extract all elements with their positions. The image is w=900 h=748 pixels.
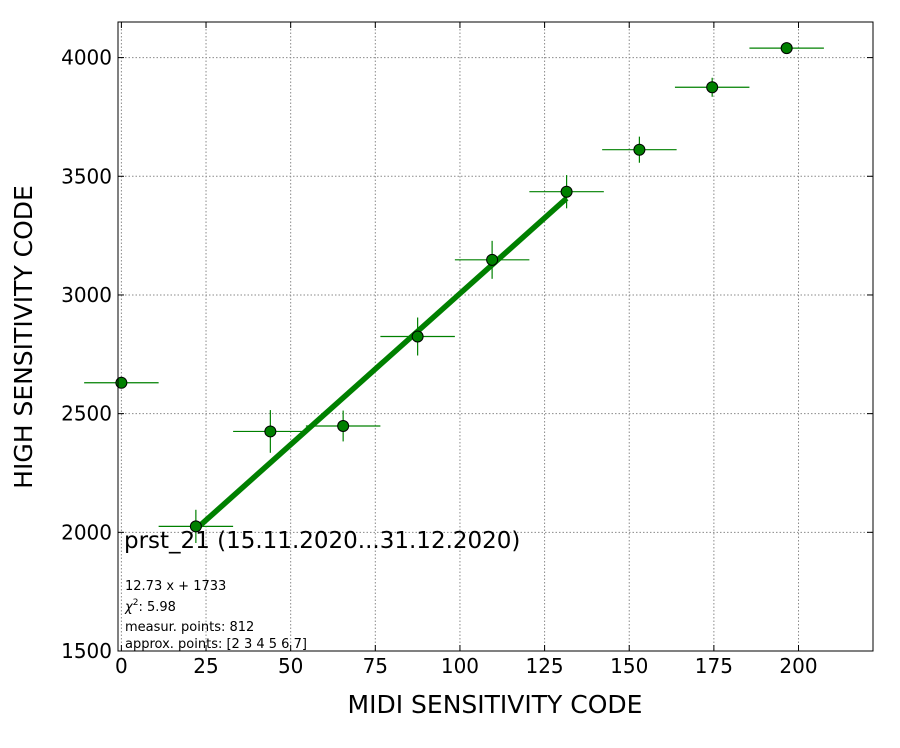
point-marker (780, 42, 793, 55)
x-tick-label: 175 (695, 654, 733, 678)
fit-line (194, 196, 569, 532)
y-tick-label: 2500 (61, 402, 112, 426)
y-tick-label: 1500 (61, 639, 112, 663)
annotation-title: prst_21 (15.11.2020...31.12.2020) (124, 528, 520, 554)
x-tick-label: 50 (278, 654, 303, 678)
grid (118, 22, 873, 651)
x-tick-label: 125 (525, 654, 563, 678)
data-point (305, 410, 381, 442)
ticks: 0 25 50 75 100 125 150 175 200 1500 2000 2500 3000 35… (61, 22, 873, 678)
data-point (380, 317, 455, 356)
y-tick-label: 3000 (61, 283, 112, 307)
points-layer (84, 42, 824, 544)
x-tick-label: 0 (115, 654, 128, 678)
y-tick-label: 4000 (61, 46, 112, 70)
data-point (454, 240, 530, 279)
point-marker (706, 81, 719, 94)
plot-frame (117, 21, 874, 652)
data-point (602, 136, 677, 163)
chi2-power: 2 (133, 598, 139, 608)
annotation-approx-points: approx. points: [2 3 4 5 6 7] (125, 637, 307, 652)
x-tick-label: 75 (363, 654, 388, 678)
point-marker (189, 520, 202, 533)
y-tick-label: 2000 (61, 520, 112, 544)
annotation: prst_21 (15.11.2020...31.12.2020) 12.73 … (124, 528, 520, 652)
data-point (84, 376, 159, 389)
x-axis-label: MIDI SENSITIVITY CODE (348, 690, 643, 719)
chi2-symbol: χ (124, 600, 134, 615)
point-marker (633, 143, 646, 156)
annotation-measur-points: measur. points: 812 (125, 620, 254, 635)
x-tick-label: 100 (441, 654, 479, 678)
y-axis-label: HIGH SENSITIVITY CODE (9, 185, 38, 489)
data-point (233, 410, 308, 453)
annotation-equation: 12.73 x + 1733 (125, 579, 226, 594)
data-point (529, 175, 604, 209)
data-point (158, 509, 234, 544)
fit-layer (194, 196, 569, 532)
x-tick-label: 150 (610, 654, 648, 678)
y-tick-label: 3500 (61, 164, 112, 188)
x-tick-label: 200 (779, 654, 817, 678)
x-tick-label: 25 (193, 654, 218, 678)
point-marker (115, 376, 128, 389)
chi2-value: : 5.98 (138, 600, 175, 615)
annotation-chi2: χ2: 5.98 (124, 598, 176, 615)
point-marker (264, 425, 277, 438)
point-marker (337, 419, 350, 432)
data-point (749, 42, 824, 55)
data-point (674, 77, 750, 97)
point-marker (411, 330, 424, 343)
point-marker (560, 185, 573, 198)
point-marker (486, 253, 499, 266)
